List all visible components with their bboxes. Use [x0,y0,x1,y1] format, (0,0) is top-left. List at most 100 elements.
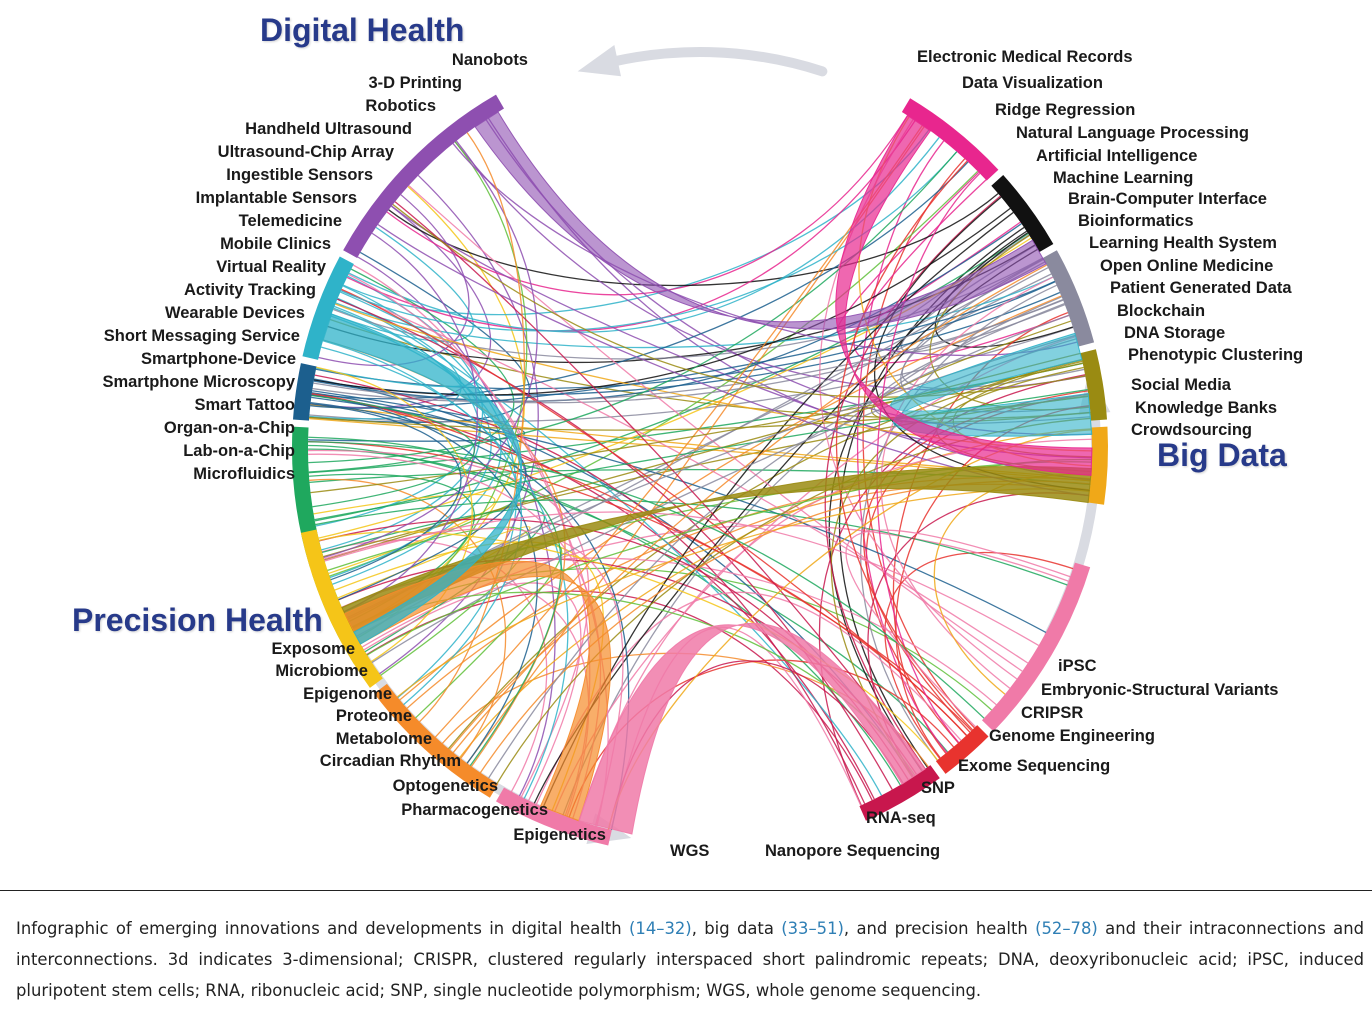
node-label: Nanopore Sequencing [765,842,941,860]
node-label: Natural Language Processing [1016,124,1249,142]
chord-link [853,179,1070,364]
node-label: Smart Tattoo [194,396,295,414]
ring-segment [343,94,505,258]
chord-link [488,314,1070,779]
node-label: Pharmacogenetics [401,801,548,819]
node-label: Data Visualization [962,74,1103,92]
node-label: Short Messaging Service [103,327,300,345]
chord-link [341,288,968,736]
chord-ribbon [890,332,1093,437]
node-label: Ultrasound-Chip Array [217,143,394,161]
ring-segment [859,765,940,821]
node-label: Open Online Medicine [1100,257,1274,275]
node-label: DNA Storage [1124,324,1226,342]
node-label: Ingestible Sensors [226,166,373,184]
chord-link [335,276,1054,349]
node-label: Proteome [335,707,412,725]
ring-segment [496,787,612,846]
ring-segment [1080,349,1108,421]
node-label: Brain-Computer Interface [1068,190,1267,208]
ring-segment [981,562,1091,732]
chord-ribbon [835,114,1093,476]
node-label: Genome Engineering [989,727,1155,745]
node-label: Embryonic-Structural Variants [1041,681,1279,699]
chord-link [311,394,538,764]
chord-link [876,172,981,743]
cycle-arrowhead [577,45,621,77]
chord-link [324,511,1039,647]
node-label: Optogenetics [392,777,498,795]
chord-link [901,267,1085,390]
heading-digital-health: Digital Health [260,12,465,48]
chord-link [824,195,1001,770]
chord-link [318,531,938,761]
chord-ribbon [474,111,1047,330]
ring-segment [374,683,499,798]
chord-link [310,205,491,409]
chord-link [880,276,1054,689]
chord-link [419,132,525,723]
chord-link [308,436,562,766]
chord-link [860,284,1057,761]
node-label: 3-D Printing [368,74,463,92]
caption-text: and their intraconnections and interconn… [16,919,1365,1000]
chord-link [322,340,569,799]
heading-precision-health: Precision Health [72,602,323,638]
chord-link [340,151,958,332]
chord-link [388,193,999,287]
node-label: Implantable Sensors [195,189,357,207]
node-label: Ridge Regression [995,101,1136,119]
caption-reference-link[interactable]: (33–51) [781,919,844,938]
node-label: Phenotypic Clustering [1128,346,1304,364]
chord-diagram: Digital Health Big Data Precision Health… [72,12,1304,860]
chord-link [308,151,958,464]
node-label: SNP [921,779,955,797]
chord-link [312,299,1064,403]
chord-link [562,296,1062,816]
chord-link [321,305,481,551]
chord-ribbon [578,622,926,835]
node-label: Knowledge Banks [1135,399,1278,417]
chord-ribbon [341,465,1093,633]
chord-link [835,160,973,731]
chord-link [311,392,527,601]
node-label: Mobile Clinics [220,235,331,253]
node-label: RNA-seq [866,809,936,827]
chord-link [311,396,1047,633]
node-label: Machine Learning [1053,169,1194,187]
ring-segment [1042,250,1095,347]
node-label: Telemedicine [238,212,342,230]
ring-segment [302,256,354,360]
chord-link [315,281,1056,390]
chord-link [862,158,975,729]
node-label: Wearable Devices [164,304,305,322]
node-label: Exposome [271,640,355,658]
node-label: Smartphone-Device [141,350,296,368]
chord-link [314,388,1088,521]
ring-segment [1088,426,1108,505]
chord-link [352,264,609,827]
node-label: Handheld Ultrasound [245,120,412,138]
node-label: Robotics [365,97,436,115]
node-label: Circadian Rhythm [319,752,461,770]
node-label: Metabolome [335,730,432,748]
node-label: Learning Health System [1089,234,1277,252]
node-label: Virtual Reality [216,258,326,276]
node-label: WGS [670,842,710,860]
chord-link [315,499,1068,586]
chord-link [452,264,1048,753]
node-label: Microfluidics [193,465,295,483]
node-label: Blockchain [1117,302,1206,320]
caption-reference-link[interactable]: (14–32) [629,919,692,938]
node-label: Epigenetics [513,826,606,844]
chord-link [311,394,475,508]
chord-link [310,403,462,581]
chord-ribbon [322,313,522,645]
chord-link [845,529,1071,728]
caption-text: Infographic of emerging innovations and … [16,919,629,938]
chord-link [386,115,909,296]
node-label: Electronic Medical Records [917,48,1133,66]
chord-link [310,280,1056,409]
caption-reference-link[interactable]: (52–78) [1035,919,1098,938]
node-label: Bioinformatics [1078,212,1194,230]
